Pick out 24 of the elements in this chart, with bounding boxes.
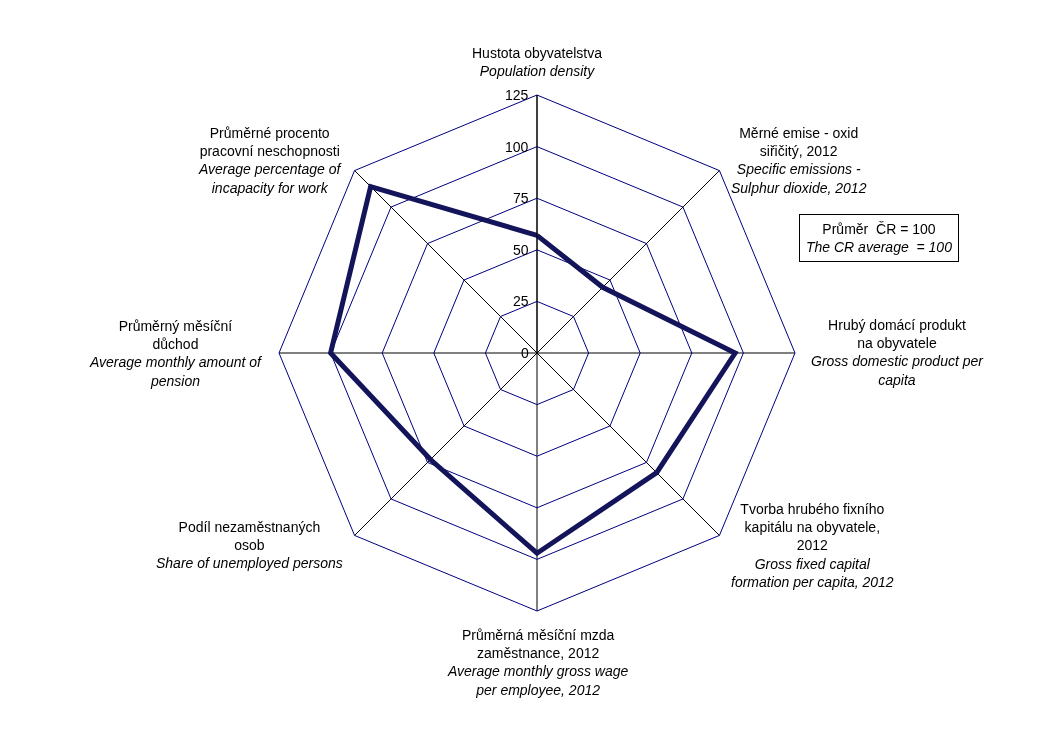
spoke-label: Měrné emise - oxid siřičitý, 2012 (739, 125, 859, 160)
y-tick-label: 0 (521, 345, 529, 361)
text: Gross fixed capital formation per capita, 2012 (731, 555, 894, 590)
y-tick-label: 25 (513, 293, 529, 309)
text: Population density (479, 63, 596, 80)
spoke-label: Průměrný měsíční důchod (118, 318, 233, 353)
text: The CR average = 100 (806, 239, 953, 256)
y-tick-label: 75 (513, 190, 529, 206)
y-tick-label: 100 (505, 139, 529, 155)
y-tick-label: 125 (505, 87, 529, 103)
text: Gross domestic product per capita (811, 353, 985, 388)
text: Průměr ČR = 100 (822, 221, 936, 237)
spoke-label: Podíl nezaměstnaných osob (178, 519, 321, 554)
text: Average monthly gross wage per employee, 2012 (447, 663, 629, 698)
spoke-label: Hrubý domácí produkt na obyvatele (828, 317, 966, 352)
text: Average percentage of incapacity for work (198, 161, 343, 196)
text: Share of unemployed persons (156, 555, 343, 572)
text: Specific emissions - Sulphur dioxide, 2012 (731, 161, 867, 196)
spoke-label: Průměrné procento pracovní neschopnosti (199, 125, 340, 160)
spoke-label: Průměrná měsíční mzda zaměstnance, 2012 (461, 627, 615, 662)
spoke-label: Hustota obyvatelstva (472, 45, 603, 61)
text: Average monthly amount of pension (89, 354, 264, 389)
spoke-label: Tvorba hrubého fixního kapitálu na obyvatele, 2012 (740, 501, 885, 554)
y-tick-label: 50 (513, 242, 529, 258)
